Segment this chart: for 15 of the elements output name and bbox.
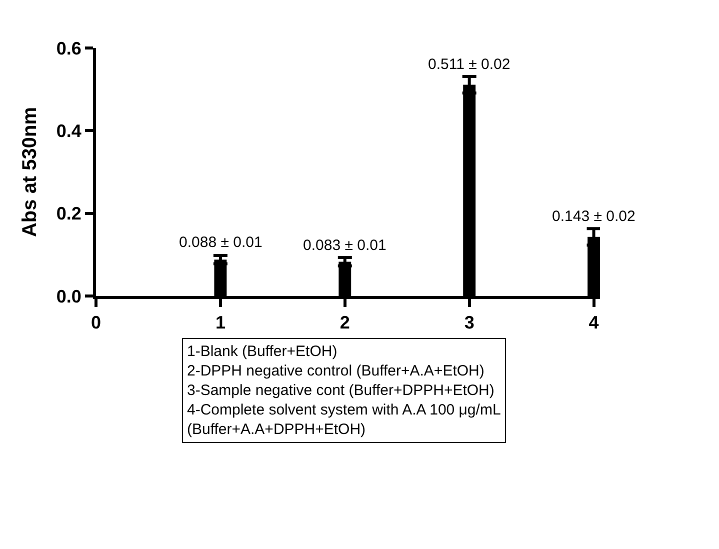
data-label: 0.143 ± 0.02 [552, 208, 636, 225]
x-tick-label: 1 [215, 312, 226, 333]
y-tick-label: 0.6 [56, 38, 82, 58]
text: 1-Blank (Buffer+EtOH) 2-DPPH negative control (Buffer+A.A+EtOH) 3-Sample negative cont (Buffer+DPPH+EtOH) 4-Complete solvent system with A.A 100 μg/mL (Buffer+A.A+DPPH+EtOH) [187, 343, 501, 438]
x-tick-label: 0 [90, 312, 102, 333]
y-tick-label: 0.4 [56, 120, 82, 141]
data-label: 0.083 ± 0.01 [303, 237, 386, 254]
y-tick-label: 0.2 [56, 204, 82, 224]
data-label: 0.511 ± 0.02 [428, 56, 510, 73]
x-tick-label: 2 [340, 312, 350, 333]
x-tick-label: 4 [588, 312, 599, 333]
y-tick-label: 0.0 [56, 286, 82, 306]
data-label: 0.088 ± 0.01 [179, 234, 262, 251]
x-tick-label: 3 [464, 312, 474, 333]
y-axis-title: Abs at 530nm [18, 106, 41, 238]
